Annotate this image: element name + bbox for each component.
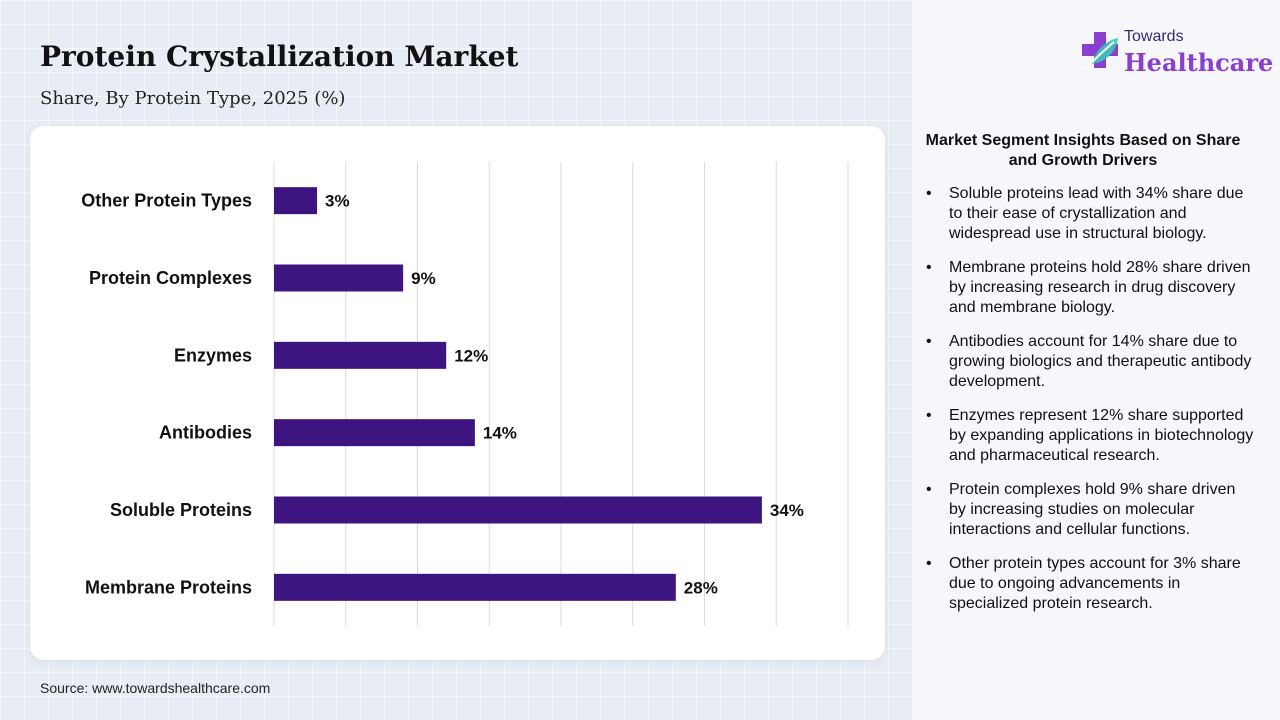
insight-item: • Soluble proteins lead with 34% share du… (926, 185, 1244, 242)
brand-name-line1: Towards (1124, 28, 1184, 45)
data-label: 3% (325, 192, 350, 211)
insight-item: • Protein complexes hold 9% share driven … (926, 481, 1236, 538)
data-label: 9% (411, 269, 436, 288)
bar (274, 264, 404, 292)
category-label: Soluble Proteins (110, 500, 252, 520)
chart-card: Other Protein Types 3% Protein Complexes 9%… (30, 126, 885, 660)
bullet-icon: • (926, 481, 932, 498)
insights-title: Market Segment Insights Based on Share a… (925, 132, 1241, 169)
bar-chart: Other Protein Types 3% Protein Complexes 9%… (81, 162, 849, 626)
bullet-icon: • (926, 333, 932, 350)
bar (274, 496, 762, 524)
bar (274, 419, 475, 447)
insight-item: • Membrane proteins hold 28% share driven… (926, 259, 1251, 316)
bar (274, 341, 447, 369)
bullet-icon: • (926, 407, 932, 424)
bullet-icon: • (926, 185, 932, 202)
category-label: Protein Complexes (89, 268, 252, 288)
source-note: Source: www.towardshealthcare.com (40, 680, 271, 696)
bar (274, 187, 318, 215)
category-label: Enzymes (174, 345, 252, 365)
data-label: 14% (483, 424, 517, 443)
medical-cross-leaf-icon (1082, 32, 1118, 69)
category-label: Antibodies (159, 423, 252, 443)
chart-subtitle: Share, By Protein Type, 2025 (%) (40, 88, 346, 109)
data-label: 28% (684, 578, 718, 597)
bullet-icon: • (926, 259, 932, 276)
brand-logo: Towards Healthcare (1080, 28, 1273, 80)
bar (274, 573, 676, 601)
data-label: 34% (770, 501, 804, 520)
bullet-icon: • (926, 555, 932, 572)
chart-title: Protein Crystallization Market (40, 40, 519, 73)
insight-item: • Antibodies account for 14% share due to… (926, 333, 1252, 390)
data-label: 12% (454, 346, 488, 365)
brand-name-line2: Healthcare (1124, 48, 1274, 77)
insights-list: • Soluble proteins lead with 34% share du… (924, 184, 1254, 628)
category-label: Other Protein Types (81, 191, 252, 211)
category-label: Membrane Proteins (85, 577, 252, 597)
insight-item: • Other protein types account for 3% shar… (926, 555, 1241, 612)
insight-item: • Enzymes represent 12% share supported b… (926, 407, 1254, 464)
insights-panel (912, 0, 1280, 720)
